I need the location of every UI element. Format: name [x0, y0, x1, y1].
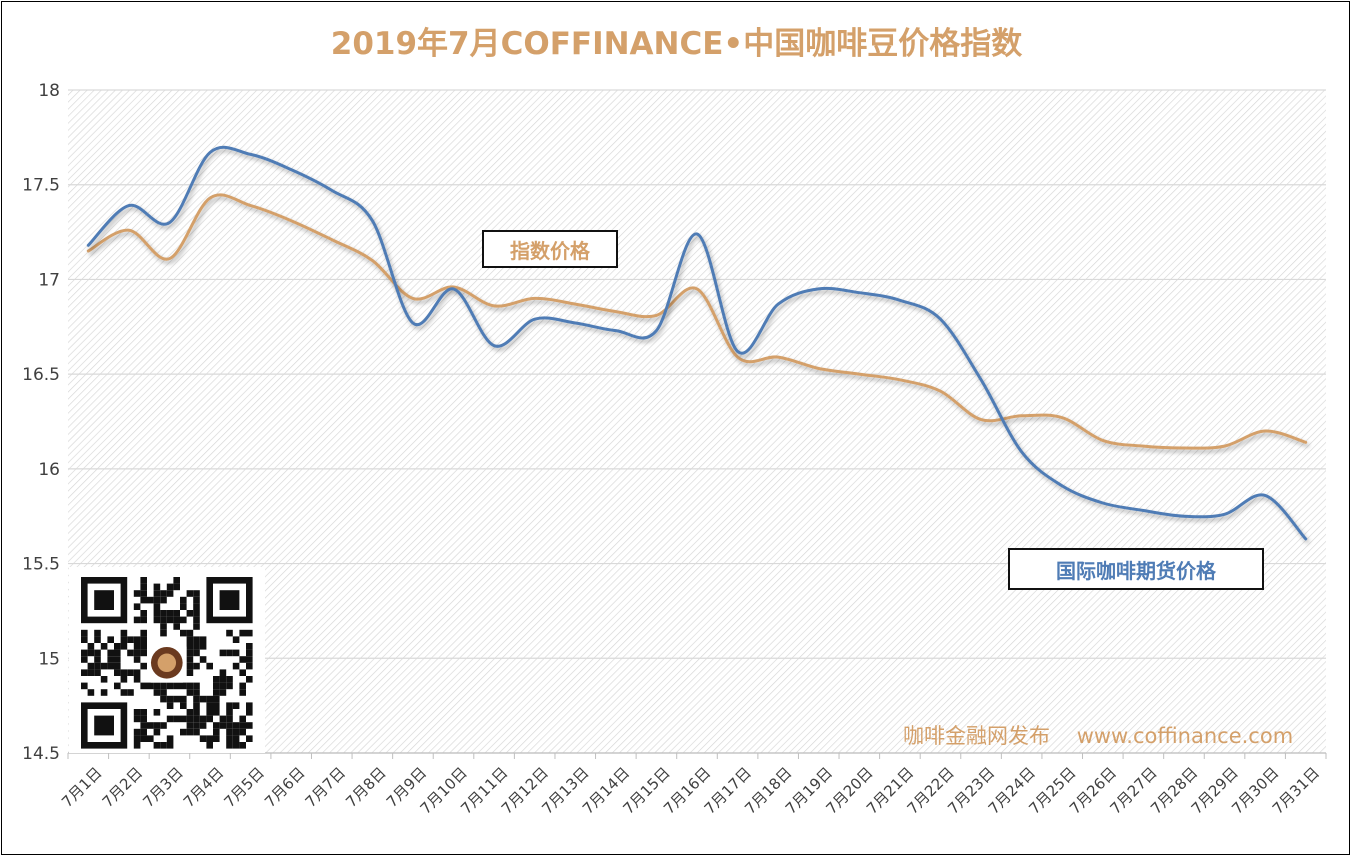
qr-code-icon — [69, 567, 265, 753]
plot-area — [68, 90, 1326, 753]
y-tick-label: 17 — [38, 270, 60, 290]
y-tick-label: 14.5 — [22, 744, 60, 764]
y-tick-label: 18 — [38, 81, 60, 101]
futures-price-line — [86, 145, 1308, 541]
x-tick-label: 7月1日 — [58, 764, 105, 811]
chart-title: 2019年7月COFFINANCE•中国咖啡豆价格指数 — [330, 26, 1023, 62]
y-tick-label: 15.5 — [22, 555, 60, 575]
y-tick-label: 16 — [38, 460, 60, 480]
y-tick-label: 16.5 — [22, 365, 60, 385]
publisher-credit: 咖啡金融网发布 www.coffinance.com — [903, 724, 1294, 748]
y-tick-label: 17.5 — [22, 176, 60, 196]
x-tick-label: 7月7日 — [302, 764, 349, 811]
index-price-label: 指数价格 — [482, 230, 618, 268]
qr-code-graphic — [79, 575, 255, 751]
x-tick-label: 7月6日 — [261, 764, 308, 811]
index-price-line — [86, 193, 1308, 450]
x-tick-label: 7月5日 — [220, 764, 267, 811]
x-tick-label: 7月2日 — [99, 764, 146, 811]
futures-price-label: 国际咖啡期货价格 — [1008, 548, 1264, 590]
x-tick-label: 7月4日 — [180, 764, 227, 811]
x-tick-label: 7月3日 — [139, 764, 186, 811]
y-tick-label: 15 — [38, 649, 60, 669]
x-tick-label: 7月8日 — [342, 764, 389, 811]
